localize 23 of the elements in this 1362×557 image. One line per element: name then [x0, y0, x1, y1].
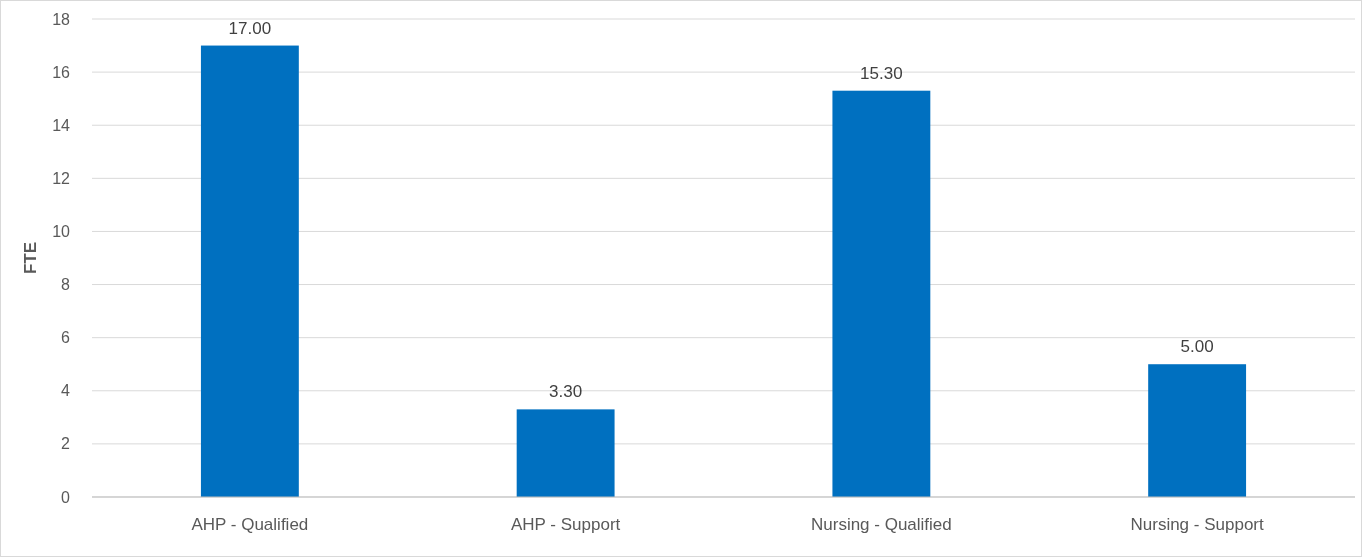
y-tick-label: 10 — [52, 223, 71, 241]
bar — [1148, 364, 1247, 497]
y-tick-label: 12 — [52, 169, 71, 187]
x-tick-label: Nursing - Qualified — [810, 515, 952, 534]
y-tick-label: 2 — [61, 435, 71, 453]
bar — [516, 409, 615, 497]
y-axis-title: FTE — [21, 241, 40, 275]
y-tick-label: 6 — [61, 329, 71, 347]
y-tick-label: 4 — [61, 382, 71, 400]
y-tick-label: 0 — [61, 488, 71, 506]
bar — [832, 90, 931, 497]
data-label: 5.00 — [1180, 337, 1214, 357]
x-tick-label: Nursing - Support — [1130, 515, 1265, 534]
data-label: 3.30 — [549, 382, 583, 402]
data-label: 15.30 — [860, 63, 903, 83]
y-tick-label: 16 — [52, 63, 71, 81]
y-tick-label: 8 — [61, 276, 71, 294]
x-tick-label: AHP - Qualified — [191, 515, 309, 534]
y-tick-label: 18 — [52, 10, 71, 28]
data-label: 17.00 — [228, 18, 272, 38]
bar — [200, 45, 299, 497]
y-tick-label: 14 — [52, 116, 71, 134]
x-tick-label: AHP - Support — [510, 515, 621, 534]
